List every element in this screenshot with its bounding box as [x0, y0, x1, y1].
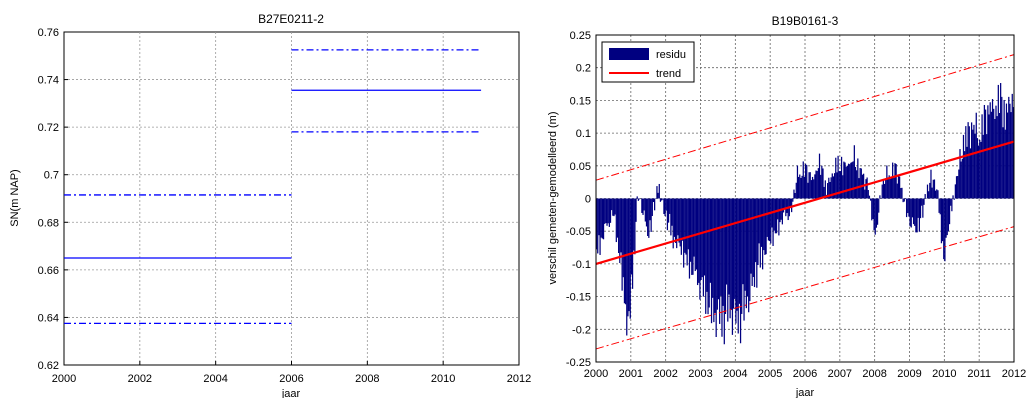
- right-x-axis-label: jaar: [795, 387, 815, 398]
- right-x-tick-label: 2003: [688, 368, 712, 380]
- right-y-tick-label: -0.25: [566, 357, 591, 369]
- left-series: [64, 49, 482, 325]
- left-y-axis-label: SN(m NAP): [9, 169, 21, 226]
- left-gridlines: [63, 31, 520, 366]
- right-x-tick-label: 2012: [1002, 368, 1026, 380]
- legend-trend-label: trend: [656, 68, 681, 80]
- right-x-tick-label: 2004: [723, 368, 747, 380]
- right-x-tick-label: 2002: [653, 368, 677, 380]
- right-x-tick-label: 2001: [619, 368, 643, 380]
- right-y-tick-label: -0.1: [572, 259, 591, 271]
- chart-right: -0.25 -0.2 -0.15 -0.1 -0.05 0 0.05 0.1 0.15 0.2 0.…: [547, 14, 1026, 398]
- left-x-tick-label: 2010: [431, 373, 455, 385]
- right-x-tick-label: 2009: [897, 368, 921, 380]
- left-x-tick-label: 2002: [128, 373, 152, 385]
- right-y-tick-label: -0.15: [566, 292, 591, 304]
- right-y-tick-label: 0.15: [570, 95, 591, 107]
- right-y-tick-label: 0.25: [570, 30, 591, 42]
- right-x-tick-label: 2007: [828, 368, 852, 380]
- right-y-tick-label: 0.1: [576, 128, 591, 140]
- chart-left: 0.62 0.64 0.66 0.68 0.7 0.72 0.74 0.76 2000 2002…: [9, 12, 531, 398]
- right-x-tick-label: 2008: [862, 368, 886, 380]
- trend-upper-bound: [595, 54, 1015, 181]
- right-chart-title: B19B0161-3: [772, 14, 839, 28]
- right-x-tick-label: 2011: [967, 368, 991, 380]
- right-y-tick-label: -0.05: [566, 226, 591, 238]
- right-plot-frame: [595, 34, 1015, 363]
- left-y-tick-label: 0.72: [38, 122, 59, 134]
- right-y-axis-label: verschil gemeten-gemodelleerd (m): [547, 111, 559, 284]
- right-y-tick-label: 0: [585, 194, 591, 206]
- left-x-tick-label: 2000: [52, 373, 76, 385]
- left-y-tick-label: 0.76: [38, 27, 59, 39]
- left-y-tick-label: 0.7: [44, 170, 59, 182]
- right-y-tick-labels: -0.25 -0.2 -0.15 -0.1 -0.05 0 0.05 0.1 0.15 0.2 0.…: [566, 30, 591, 369]
- left-x-tick-label: 2012: [507, 373, 531, 385]
- legend-residu-label: residu: [656, 49, 686, 61]
- left-y-tick-label: 0.74: [38, 75, 59, 87]
- left-chart-title: B27E0211-2: [258, 12, 324, 26]
- left-y-tick-labels: 0.62 0.64 0.66 0.68 0.7 0.72 0.74 0.76: [38, 27, 59, 372]
- right-trend-lines: [595, 54, 1015, 350]
- right-x-tick-label: 2006: [793, 368, 817, 380]
- right-y-tick-label: 0.05: [570, 161, 591, 173]
- left-x-axis-label: jaar: [281, 388, 301, 398]
- legend-residu-swatch: [609, 48, 649, 60]
- left-x-tick-label: 2004: [203, 373, 227, 385]
- right-y-tick-label: -0.2: [572, 324, 591, 336]
- left-x-tick-labels: 2000 2002 2004 2006 2008 2010 2012: [52, 373, 531, 385]
- left-y-tick-label: 0.66: [38, 265, 59, 277]
- right-x-tick-label: 2005: [758, 368, 782, 380]
- right-x-tick-label: 2010: [932, 368, 956, 380]
- left-x-tick-label: 2008: [355, 373, 379, 385]
- right-y-tick-label: 0.2: [576, 63, 591, 75]
- trend-line: [595, 140, 1015, 265]
- left-y-tick-label: 0.64: [38, 312, 59, 324]
- right-residu-bars: [595, 83, 1015, 345]
- right-legend: residu trend: [601, 41, 695, 83]
- left-y-tick-label: 0.68: [38, 217, 59, 229]
- left-x-tick-label: 2006: [279, 373, 303, 385]
- right-x-tick-labels: 2000 2001 2002 2003 2004 2005 2006 2007 2008 2009…: [584, 368, 1026, 380]
- left-y-tick-label: 0.62: [38, 360, 59, 372]
- right-x-tick-label: 2000: [584, 368, 608, 380]
